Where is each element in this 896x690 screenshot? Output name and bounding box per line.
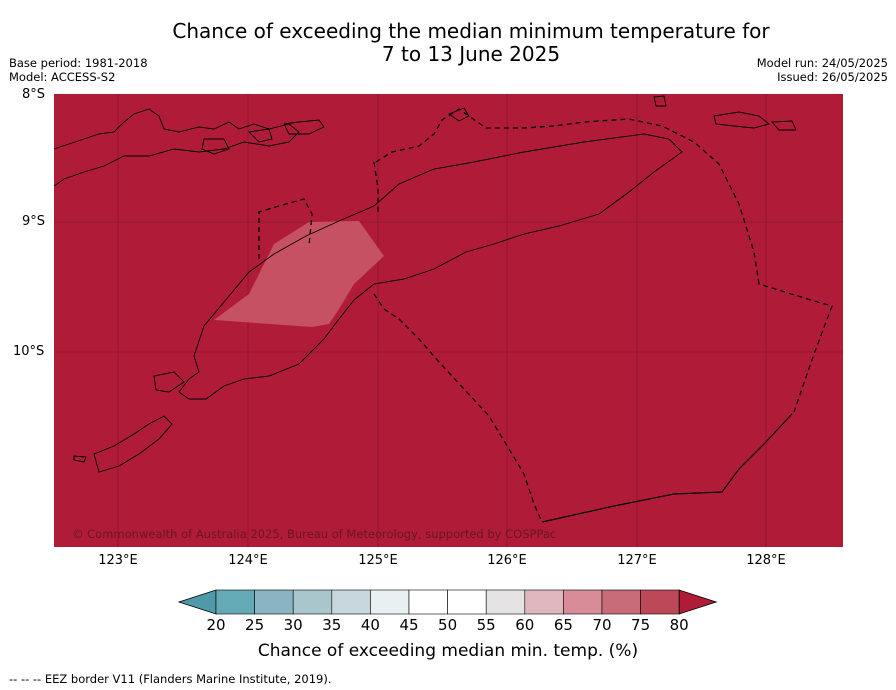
eez-footnote: -- -- -- EEZ border V11 (Flanders Marine… xyxy=(9,672,332,686)
graticule xyxy=(54,94,843,547)
colorbar-segment xyxy=(447,589,487,615)
colorbar-segment xyxy=(254,589,294,615)
colorbar xyxy=(178,589,718,615)
colorbar-segment xyxy=(370,589,410,615)
colorbar-under-arrow xyxy=(178,589,217,615)
boundary-solid-segment xyxy=(541,413,793,523)
colorbar-tick-label: 20 xyxy=(206,616,226,634)
base-period: Base period: 1981-2018 xyxy=(9,56,148,70)
lon-label-127e: 127°E xyxy=(617,553,657,568)
colorbar-segment xyxy=(601,589,641,615)
lat-label-8s: 8°S xyxy=(22,87,46,102)
colorbar-segment xyxy=(408,589,448,615)
map-svg xyxy=(54,94,843,547)
colorbar-segment xyxy=(524,589,564,615)
model-name: Model: ACCESS-S2 xyxy=(9,70,116,84)
colorbar-tick-label: 40 xyxy=(360,616,380,634)
colorbar-segment xyxy=(485,589,526,615)
colorbar-segment xyxy=(215,589,255,615)
eez-borders xyxy=(258,108,833,523)
colorbar-tick-label: 55 xyxy=(476,616,496,634)
eez-border-east xyxy=(375,108,833,413)
colorbar-segment xyxy=(292,589,333,615)
colorbar-tick-label: 70 xyxy=(592,616,612,634)
lon-label-125e: 125°E xyxy=(358,553,398,568)
lat-label-10s: 10°S xyxy=(13,344,45,359)
meta-left: Base period: 1981-2018 Model: ACCESS-S2 xyxy=(9,56,148,84)
title-line-2: 7 to 13 June 2025 xyxy=(381,42,561,66)
northern-islands-coastline xyxy=(54,108,300,187)
colorbar-tick-label: 45 xyxy=(399,616,419,634)
lon-label-126e: 126°E xyxy=(487,553,527,568)
copyright-text: © Commonwealth of Australia 2025, Bureau… xyxy=(72,527,557,541)
eez-border-north xyxy=(373,161,379,214)
coastlines xyxy=(54,95,797,473)
issued-date: Issued: 26/05/2025 xyxy=(777,70,888,84)
colorbar-tick-label: 75 xyxy=(631,616,651,634)
colorbar-label: Chance of exceeding median min. temp. (%… xyxy=(257,641,639,661)
meta-right: Model run: 24/05/2025 Issued: 26/05/2025 xyxy=(757,56,888,84)
chart-title: Chance of exceeding the median minimum t… xyxy=(0,20,896,66)
eez-border-west xyxy=(258,198,313,259)
timor-coastline xyxy=(178,133,683,400)
colorbar-tick-label: 30 xyxy=(283,616,303,634)
lat-label-9s: 9°S xyxy=(22,214,46,229)
eastern-islands-coastline xyxy=(713,111,770,129)
colorbar-segment xyxy=(331,589,371,615)
sw-islands-coastline xyxy=(93,415,173,473)
lon-label-123e: 123°E xyxy=(98,553,138,568)
lon-label-124e: 124°E xyxy=(228,553,268,568)
colorbar-tick-label: 65 xyxy=(553,616,573,634)
colorbar-tick-label: 25 xyxy=(245,616,265,634)
colorbar-tick-label: 60 xyxy=(515,616,535,634)
eez-border-timor xyxy=(373,293,543,523)
colorbar-tick-label: 80 xyxy=(669,616,689,634)
colorbar-over-arrow xyxy=(678,589,718,615)
colorbar-tick-label: 35 xyxy=(322,616,342,634)
colorbar-segment xyxy=(563,589,603,615)
lon-label-128e: 128°E xyxy=(746,553,786,568)
map-panel xyxy=(54,94,843,547)
colorbar-segment xyxy=(640,589,680,615)
title-line-1: Chance of exceeding the median minimum t… xyxy=(172,19,770,43)
probability-region-70-75 xyxy=(214,221,384,327)
model-run: Model run: 24/05/2025 xyxy=(756,56,888,70)
colorbar-tick-label: 50 xyxy=(438,616,458,634)
